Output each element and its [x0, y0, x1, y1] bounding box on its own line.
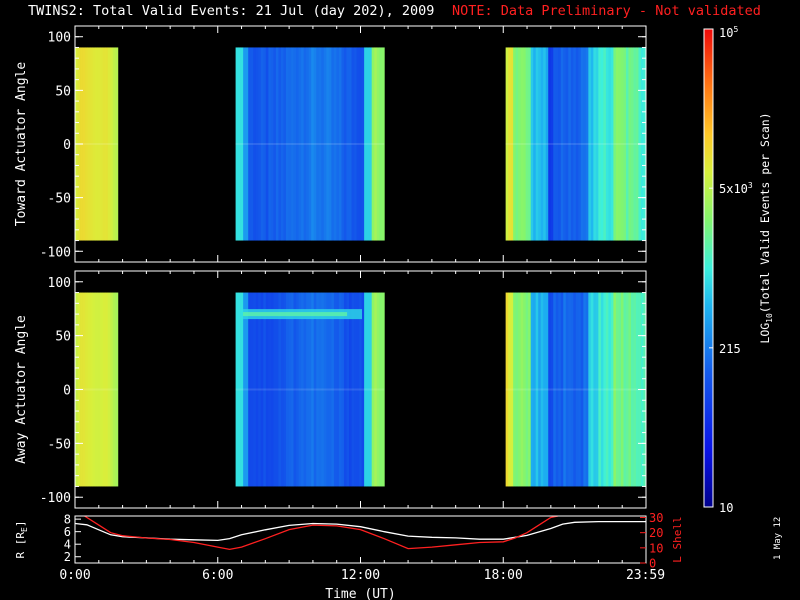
heatmap-segment: [235, 292, 385, 487]
y-tick-label: 4: [64, 538, 71, 552]
y-left-axis-label: R [RE]: [14, 521, 29, 559]
y-tick-label: 50: [55, 330, 71, 345]
x-tick-label: 18:00: [484, 568, 523, 583]
y-tick-label: -50: [48, 437, 71, 452]
colorbar: 10 215 5x103 105 LOG10(Total Valid Events pe…: [703, 25, 774, 515]
y-tick-label: -50: [48, 192, 71, 207]
y-tick-label: 50: [55, 84, 71, 99]
y-tick-label: 100: [48, 276, 71, 291]
colorbar-scale: [704, 29, 713, 507]
y-tick-label: 0: [63, 384, 71, 399]
preliminary-note: NOTE: Data Preliminary - Not validated: [452, 3, 761, 19]
y-tick-label: -100: [40, 491, 71, 506]
y-right-tick-label: 10: [649, 541, 663, 555]
colorbar-tick-label: 105: [719, 25, 738, 40]
colorbar-tick-label: 5x103: [719, 181, 753, 196]
colorbar-label: LOG10(Total Valid Events per Scan): [758, 112, 774, 343]
y-right-tick-label: 20: [649, 526, 663, 540]
y-tick-label: 8: [64, 513, 71, 527]
colorbar-tick-label: 215: [719, 342, 741, 356]
y-right-tick-label: 30: [649, 511, 663, 525]
x-tick-label: 12:00: [341, 568, 380, 583]
heatmap-panel-middle: 100 50 0 -50 -100 Away Actuator Angle: [14, 270, 647, 509]
heatmap-band: [243, 312, 348, 317]
y-axis-label: Away Actuator Angle: [14, 315, 29, 464]
heatmap-segment: [505, 47, 647, 241]
x-axis-label: Time (UT): [325, 587, 395, 600]
x-tick-label: 6:00: [202, 568, 233, 583]
y-right-axis-label: L Shell: [671, 516, 684, 562]
y-axis-label: Toward Actuator Angle: [14, 62, 29, 227]
heatmap-segment: [505, 292, 647, 487]
lshell-series-line: [84, 516, 559, 551]
y-tick-label: 2: [64, 550, 71, 564]
y-right-tick-label: 0: [649, 557, 656, 571]
y-tick-label: 100: [48, 31, 71, 46]
colorbar-frame: [703, 28, 714, 508]
colorbar-tick-label: 10: [719, 501, 733, 515]
r-series-line: [75, 520, 646, 542]
chart-title: TWINS2: Total Valid Events: 21 Jul (day …: [28, 3, 435, 19]
y-tick-label: 6: [64, 525, 71, 539]
heatmap-segment: [235, 47, 385, 241]
y-tick-label: 0: [63, 138, 71, 153]
y-tick-label: -100: [40, 245, 71, 260]
x-tick-label: 0:00: [59, 568, 90, 583]
x-tick-label: 23:59: [626, 568, 665, 583]
heatmap-panel-top: 100 50 0 -50 -100 Toward Actuator Angle: [14, 25, 647, 263]
